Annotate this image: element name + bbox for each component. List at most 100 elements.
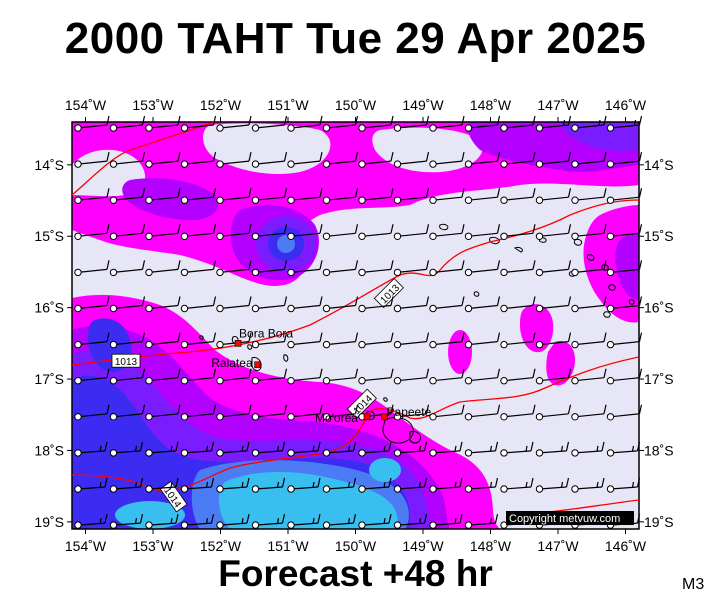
wind-shading-cyan-mid (369, 458, 401, 482)
wind-barb (500, 368, 536, 385)
wind-barb (216, 368, 252, 385)
wind-barb (464, 513, 499, 529)
wind-barb (571, 477, 605, 493)
lat-label-right: 16˚S (644, 300, 674, 316)
tuamotu-atoll-6 (586, 254, 595, 261)
wind-barb (145, 332, 181, 349)
wind-barb (606, 477, 641, 493)
wind-shading-cyan-sw (115, 501, 185, 529)
tuamotu-atoll-1 (439, 223, 449, 231)
wind-barb (429, 404, 465, 421)
wind-barb (74, 441, 108, 457)
lon-label-top: 152˚W (200, 97, 242, 113)
wind-barb (429, 477, 463, 493)
lon-label-top: 151˚W (267, 97, 309, 113)
wind-barb (287, 224, 323, 241)
lat-label-left: 16˚S (34, 300, 64, 316)
wind-barb (571, 115, 607, 132)
wind-barb (180, 441, 215, 457)
lon-label-top: 150˚W (335, 97, 377, 113)
wind-barb (109, 188, 146, 204)
wind-barb (571, 224, 607, 241)
wind-barb (287, 404, 323, 421)
wind-barb (571, 151, 607, 168)
place-marker: Raiatea (211, 356, 261, 370)
wind-barb (251, 151, 288, 168)
wind-barb (429, 188, 465, 204)
place-marker: Papeete (381, 405, 432, 421)
wind-barb (358, 368, 394, 385)
lat-label-left: 17˚S (34, 371, 64, 387)
wind-barb (358, 188, 394, 204)
wind-barb (535, 151, 572, 168)
wind-barb (571, 260, 607, 277)
wind-barb (180, 188, 217, 204)
wind-barb (145, 477, 179, 493)
wind-barb (74, 151, 110, 168)
lon-label-bottom: 147˚W (537, 538, 579, 554)
wind-barb (216, 115, 252, 132)
lat-labels-right: 14˚S 15˚S 16˚S 17˚S 18˚S 19˚S (644, 157, 674, 530)
wind-barb (74, 332, 110, 349)
wind-barb (500, 404, 536, 421)
wind-barb (606, 260, 643, 277)
lat-label-left: 15˚S (34, 228, 64, 244)
wind-barb (145, 513, 179, 529)
lon-label-bottom: 154˚W (65, 538, 107, 554)
wind-barb (180, 151, 217, 168)
wind-barb (216, 296, 252, 313)
axis-ticks (67, 117, 644, 534)
lon-label-top: 147˚W (537, 97, 579, 113)
wind-barb (606, 296, 643, 313)
wind-barb (74, 296, 110, 313)
wind-barb (358, 224, 394, 241)
wind-barb (145, 296, 181, 313)
tetiaroa-atoll (383, 397, 388, 402)
tahiti-iti (409, 431, 421, 444)
tupai-atoll (247, 344, 253, 350)
wind-barb (606, 188, 643, 204)
wind-barb (109, 115, 146, 132)
lon-label-bottom: 153˚W (132, 538, 174, 554)
wind-barb (74, 368, 110, 385)
wind-barb (464, 296, 501, 313)
wind-barb (216, 224, 252, 241)
wind-barb (464, 260, 501, 277)
wind-barb (464, 404, 501, 421)
wind-barb (500, 115, 536, 132)
wind-barb (464, 368, 501, 385)
wind-barb (358, 332, 394, 349)
wind-barb (287, 188, 323, 204)
wind-barb (145, 188, 181, 204)
wind-barb (535, 188, 572, 204)
page-title: 2000 TAHT Tue 29 Apr 2025 (64, 14, 647, 63)
wind-barb (287, 441, 321, 457)
tuamotu-atoll-5 (573, 239, 583, 246)
tuamotu-atoll-12 (473, 291, 480, 297)
lat-labels-left: 14˚S 15˚S 16˚S 17˚S 18˚S 19˚S (34, 157, 64, 530)
wind-barb (500, 224, 536, 241)
lat-label-right: 17˚S (644, 371, 674, 387)
wind-barb (180, 296, 217, 313)
wind-barb (109, 151, 146, 168)
wind-barb (251, 477, 286, 493)
lon-label-top: 153˚W (132, 97, 174, 113)
wind-barb (535, 477, 570, 493)
tuamotu-atoll-9 (603, 311, 611, 318)
wind-barb (464, 188, 501, 204)
wind-barb (109, 332, 146, 349)
wind-barb (429, 151, 465, 168)
tuamotu-atoll-2 (489, 237, 500, 245)
wind-barb (322, 296, 359, 313)
wind-barb (500, 441, 534, 457)
wind-barb (429, 513, 463, 529)
lat-label-left: 19˚S (34, 514, 64, 530)
wind-barb (464, 477, 499, 493)
wind-barb (571, 368, 607, 385)
wind-barb (180, 404, 217, 421)
wind-barb (322, 188, 359, 204)
wind-barb (322, 332, 359, 349)
place-name: Bora Bora (239, 326, 293, 340)
wind-barb (393, 477, 428, 493)
